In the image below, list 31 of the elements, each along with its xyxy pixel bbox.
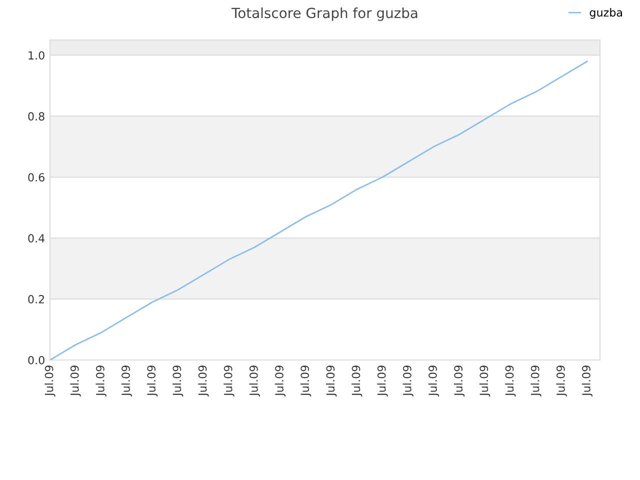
x-tick-label: Jul.09	[70, 366, 81, 397]
x-tick-label: Jul.09	[172, 366, 184, 397]
line-series	[50, 60, 588, 360]
legend-label: guzba	[590, 8, 622, 19]
x-tick-label: Jul.09	[582, 366, 592, 397]
x-tick-label: Jul.09	[96, 366, 106, 397]
x-tick-label: Jul.09	[249, 366, 260, 397]
x-tick-label: Jul.09	[44, 366, 56, 397]
x-tick-label: Jul.09	[480, 366, 490, 397]
x-tick-label: Jul.09	[352, 366, 362, 397]
y-tick-label: 0.8	[28, 112, 44, 121]
x-tick-label: Jul.09	[556, 366, 567, 397]
x-tick-label: Jul.09	[300, 366, 312, 397]
x-tick-label: Jul.09	[198, 366, 209, 397]
chart-title: Totalscore Graph for guzba	[231, 7, 418, 21]
x-tick-label: Jul.09	[377, 366, 388, 397]
x-tick-label: Jul.09	[428, 366, 440, 397]
x-tick-label: Jul.09	[146, 366, 158, 397]
x-tick-label: Jul.09	[454, 366, 465, 397]
y-tick-label: 1.0	[28, 51, 44, 60]
y-tick-label: 0.4	[28, 234, 45, 242]
x-tick-label: Jul.09	[326, 366, 337, 397]
x-tick-label: Jul.09	[121, 366, 132, 397]
x-tick-label: Jul.09	[505, 366, 516, 397]
x-tick-label: Jul.09	[224, 366, 234, 397]
y-tick-label: 0.0	[28, 356, 44, 364]
x-tick-label: Jul.09	[530, 366, 542, 397]
y-tick-label: 0.2	[28, 295, 44, 304]
y-tick-label: 0.6	[28, 173, 44, 182]
x-tick-label: Jul.09	[274, 366, 286, 397]
x-tick-label: Jul.09	[402, 366, 414, 397]
